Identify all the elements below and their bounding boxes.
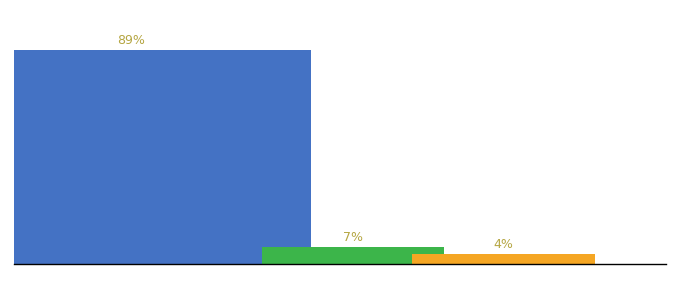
Bar — [262, 247, 445, 264]
Text: 89%: 89% — [117, 34, 145, 47]
Text: 7%: 7% — [343, 231, 363, 244]
Bar — [0, 50, 311, 264]
Bar — [412, 254, 594, 264]
Text: 4%: 4% — [493, 238, 513, 251]
